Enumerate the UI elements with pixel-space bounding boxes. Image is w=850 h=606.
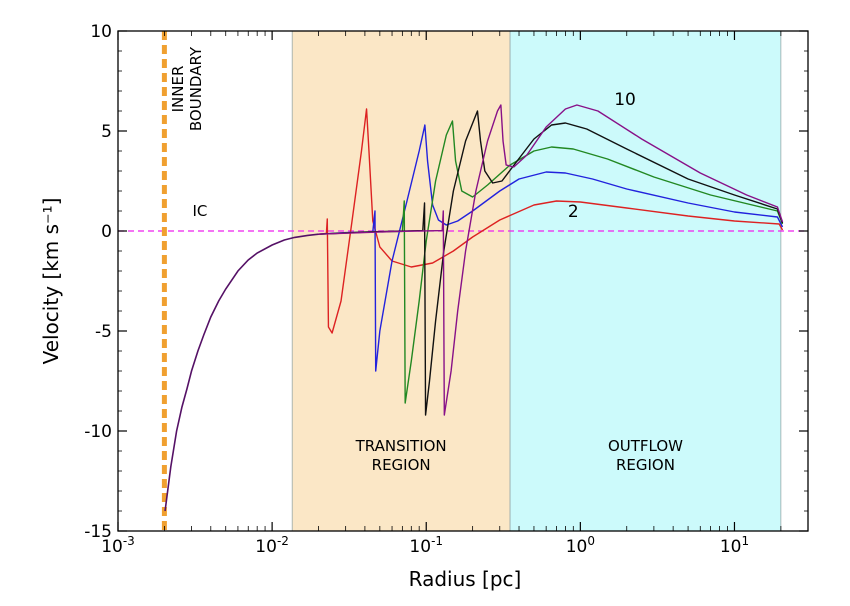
y-tick-label: -10 — [84, 422, 112, 442]
y-tick-label: 0 — [101, 222, 112, 242]
series-line-4 — [318, 110, 784, 416]
outflow-region-label: OUTFLOW — [608, 437, 683, 455]
y-tick-label: 10 — [90, 22, 112, 42]
transition-region-label: REGION — [372, 456, 431, 474]
guides-layer — [118, 31, 808, 531]
outflow-region-label: REGION — [616, 456, 675, 474]
x-axis-label: Radius [pc] — [409, 567, 522, 591]
ic-label: IC — [192, 202, 207, 220]
series-line-3 — [318, 120, 784, 404]
x-tick-label: 10-3 — [101, 534, 135, 557]
curve-label: 2 — [568, 202, 579, 222]
y-tick-label: -5 — [95, 322, 112, 342]
inner-boundary-label: INNER — [169, 66, 187, 113]
y-tick-label: -15 — [84, 522, 112, 542]
x-tick-label: 10-2 — [255, 534, 289, 557]
transition-region-label: TRANSITION — [355, 437, 447, 455]
plot-frame — [117, 30, 809, 532]
series-line-1 — [318, 108, 784, 334]
y-tick-label: 5 — [101, 122, 112, 142]
series-layer — [164, 104, 784, 512]
y-axis-label: Velocity [km s⁻¹] — [39, 198, 63, 365]
inner-boundary-label: BOUNDARY — [187, 46, 205, 131]
outflow-region — [509, 30, 782, 532]
series-line-5 — [318, 104, 784, 416]
x-tick-label: 10-1 — [409, 534, 443, 557]
infall-branch — [164, 233, 319, 512]
curve-label: 10 — [614, 90, 636, 110]
x-tick-label: 100 — [566, 534, 595, 557]
regions-layer — [291, 30, 782, 532]
x-tick-label: 101 — [720, 534, 749, 557]
